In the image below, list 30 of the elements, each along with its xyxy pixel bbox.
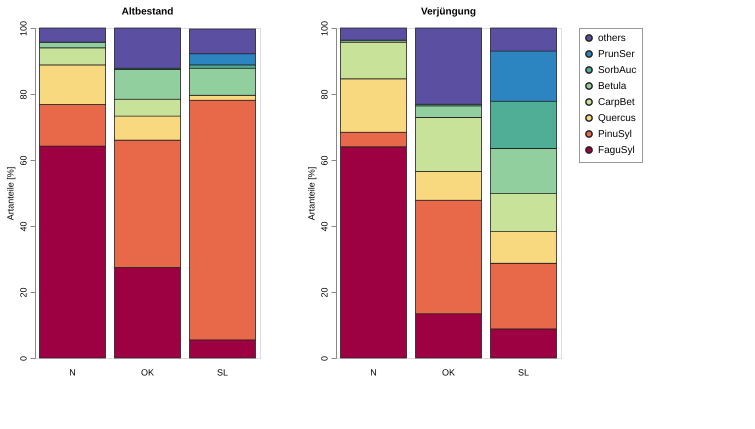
x-tick-label: N xyxy=(69,368,76,378)
y-tick-label: 0 xyxy=(18,356,28,362)
legend-label: SorbAuc xyxy=(598,65,636,76)
y-tick-label: 60 xyxy=(18,155,28,166)
y-tick-label: 20 xyxy=(320,287,330,298)
y-axis-title: Artanteile [%] xyxy=(306,166,316,220)
legend-label: PinuSyl xyxy=(598,129,632,140)
legend-label: Quercus xyxy=(598,113,636,124)
y-tick-label: 100 xyxy=(18,20,28,36)
chart-title: Altbestand xyxy=(122,6,174,18)
y-tick-label: 40 xyxy=(18,221,28,232)
y-tick-label: 100 xyxy=(320,20,330,36)
y-tick-label: 60 xyxy=(320,155,330,166)
y-tick-label: 80 xyxy=(18,89,28,100)
y-tick-label: 80 xyxy=(320,89,330,100)
x-tick-label: N xyxy=(370,368,377,378)
legend-label: FaguSyl xyxy=(598,145,635,156)
y-tick-label: 20 xyxy=(18,287,28,298)
chart-title: Verjüngung xyxy=(421,6,476,18)
x-tick-label: OK xyxy=(140,368,154,378)
x-tick-label: SL xyxy=(518,368,530,378)
y-tick-label: 0 xyxy=(320,356,330,362)
legend-label: others xyxy=(598,33,626,44)
legend-label: CarpBet xyxy=(598,97,635,108)
y-axis-title: Artanteile [%] xyxy=(6,166,16,220)
legend-label: PrunSer xyxy=(598,49,636,60)
x-tick-label: OK xyxy=(442,368,456,378)
x-tick-label: SL xyxy=(216,368,228,378)
y-tick-label: 40 xyxy=(320,221,330,232)
legend-label: Betula xyxy=(598,81,627,92)
